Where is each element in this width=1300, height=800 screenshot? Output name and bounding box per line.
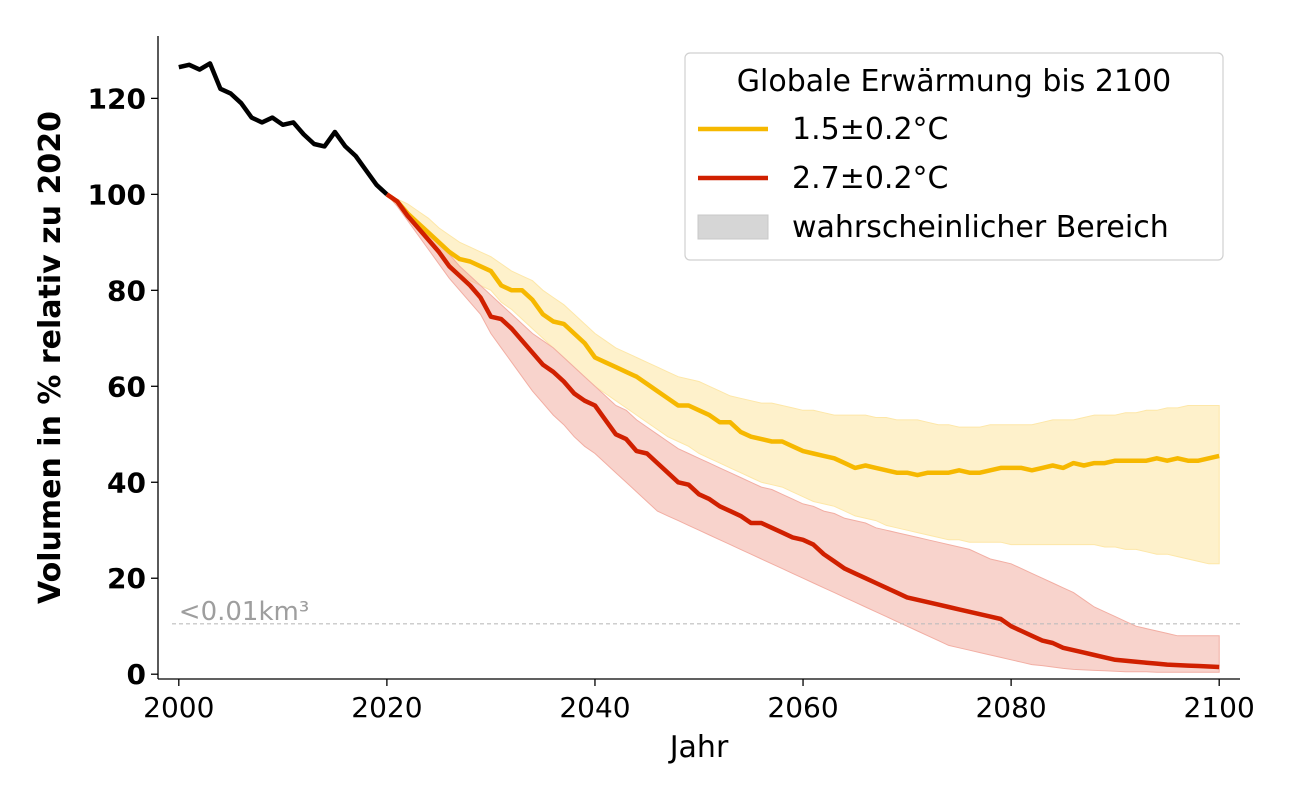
legend-title: Globale Erwärmung bis 2100	[737, 64, 1171, 99]
band-1	[386, 193, 1220, 565]
legend-swatch-band	[697, 214, 769, 240]
x-tick-label: 2100	[1184, 691, 1255, 724]
threshold-label: <0.01km³	[179, 597, 309, 627]
historical-line	[178, 61, 389, 197]
y-axis-title: Volumen in % relativ zu 2020	[33, 111, 68, 604]
y-tick-label: 20	[107, 562, 146, 595]
y-tick-label: 40	[107, 466, 146, 499]
x-tick-label: 2020	[351, 691, 422, 724]
x-tick-label: 2000	[143, 691, 214, 724]
series-line-2	[385, 192, 1220, 670]
x-tick-label: 2040	[559, 691, 630, 724]
x-tick-label: 2060	[767, 691, 838, 724]
y-tick-label: 100	[88, 178, 146, 211]
legend-label-1: 1.5±0.2°C	[792, 112, 949, 147]
threshold-line-group: <0.01km³	[172, 597, 1240, 627]
series-lines	[178, 61, 1220, 670]
y-tick-label: 0	[127, 658, 146, 691]
band-2	[386, 193, 1220, 673]
x-tick-label: 2080	[975, 691, 1046, 724]
uncertainty-bands	[386, 193, 1220, 673]
y-tick-label: 80	[107, 274, 146, 307]
legend: Globale Erwärmung bis 2100 1.5±0.2°C 2.7±0…	[684, 52, 1224, 261]
axes: 2000 2020 2040 2060 2080 2100020406080100120J…	[33, 36, 1255, 765]
y-tick-label: 120	[88, 82, 146, 115]
legend-label-2: 2.7±0.2°C	[792, 161, 949, 196]
legend-label-3: wahrscheinlicher Bereich	[792, 210, 1169, 245]
series-line-1	[385, 192, 1220, 478]
y-tick-label: 60	[107, 370, 146, 403]
x-axis-title: Jahr	[668, 730, 729, 765]
legend-box	[684, 52, 1224, 261]
